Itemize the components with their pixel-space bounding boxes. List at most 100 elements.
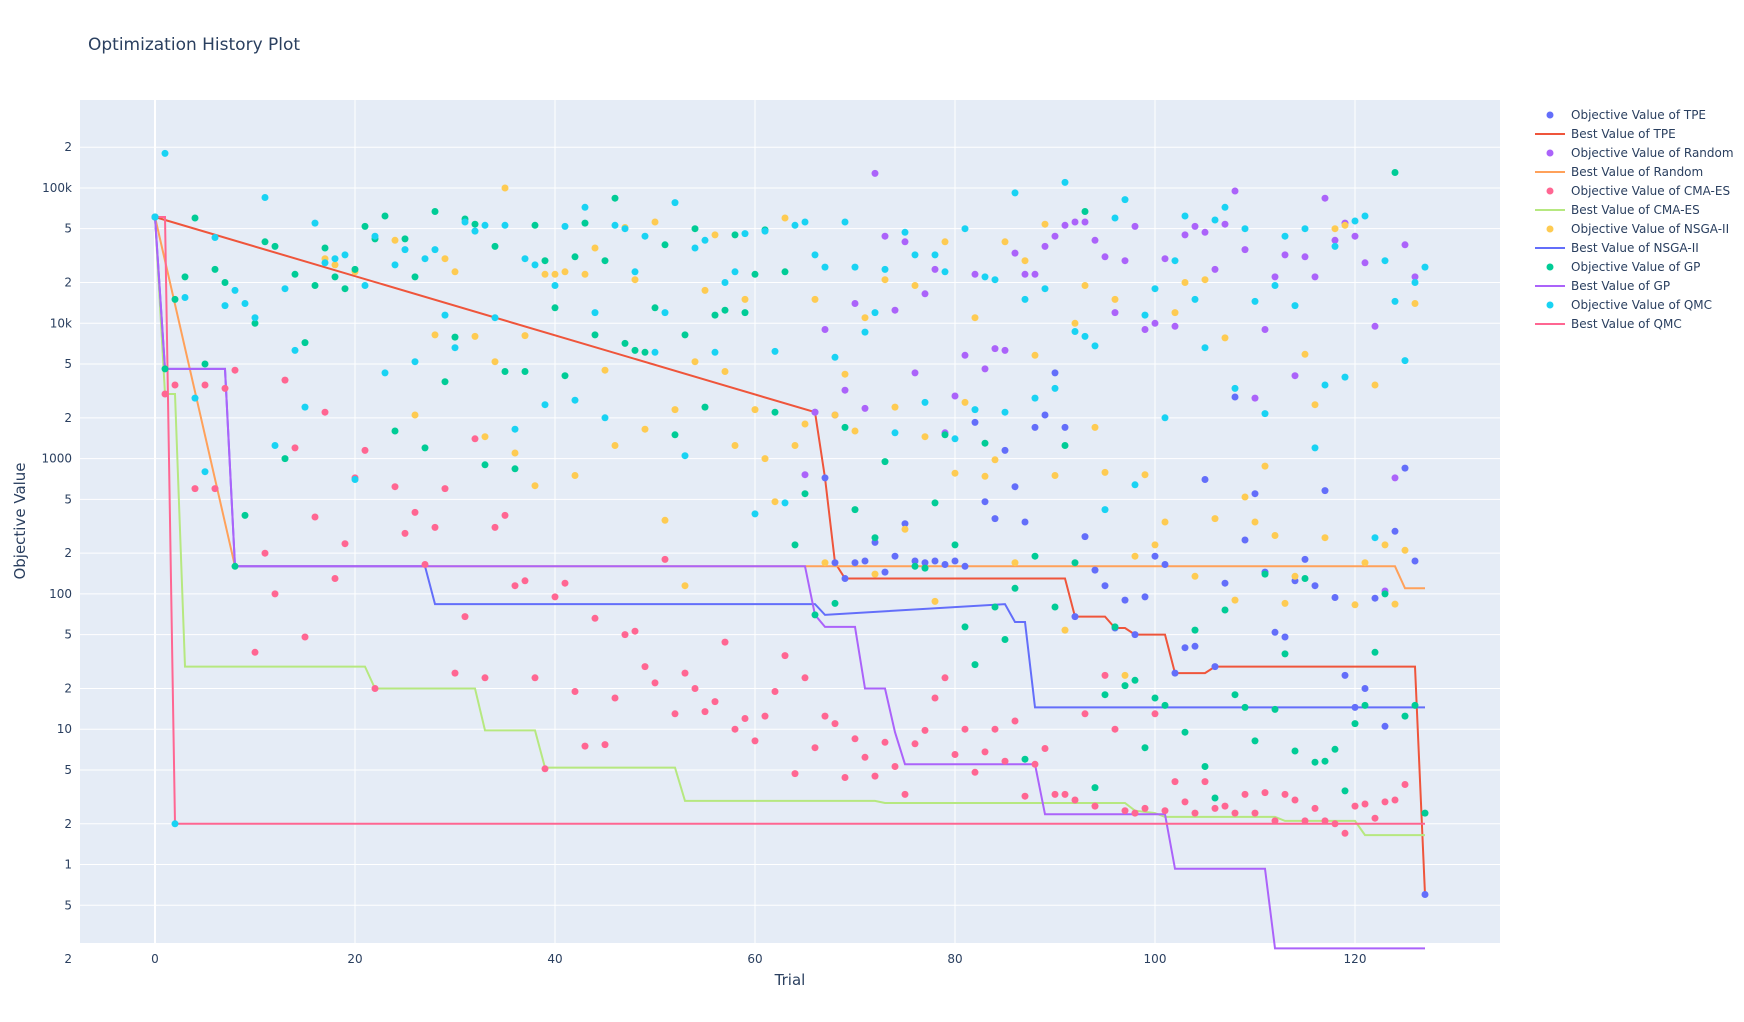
objective-point: [671, 710, 679, 718]
objective-point: [1281, 633, 1289, 641]
objective-point: [291, 444, 299, 452]
objective-point: [951, 751, 959, 758]
objective-point: [1171, 669, 1179, 677]
legend-marker-icon: [1546, 149, 1554, 157]
objective-point: [981, 439, 989, 447]
objective-point: [1261, 462, 1269, 470]
objective-point: [891, 306, 899, 314]
objective-point: [1061, 221, 1069, 229]
objective-point: [991, 276, 999, 284]
objective-point: [991, 725, 999, 733]
objective-point: [1321, 817, 1329, 825]
objective-point: [391, 236, 399, 244]
objective-point: [851, 263, 859, 271]
objective-point: [801, 674, 809, 682]
legend-marker-icon: [1546, 111, 1554, 119]
objective-point: [721, 368, 729, 375]
objective-point: [181, 273, 189, 281]
objective-point: [871, 772, 879, 780]
legend-item[interactable]: Objective Value of TPE: [1546, 108, 1707, 122]
objective-point: [881, 458, 889, 466]
objective-point: [1081, 218, 1089, 226]
legend-item[interactable]: Best Value of QMC: [1535, 317, 1682, 331]
y-axis-ticks: 2 5 1 2 5 10 2 5 100 2 5 1000 2 5 10k 2 5 100k 2: [41, 140, 72, 966]
legend-item[interactable]: Objective Value of GP: [1546, 260, 1701, 274]
objective-point: [1011, 559, 1019, 567]
y-tick-label: 2: [64, 546, 72, 560]
objective-point: [231, 286, 239, 294]
legend-item[interactable]: Best Value of GP: [1535, 279, 1670, 293]
objective-point: [191, 214, 199, 222]
objective-point: [1041, 242, 1049, 250]
objective-point: [451, 333, 459, 341]
objective-point: [1281, 251, 1289, 259]
objective-point: [1291, 747, 1299, 755]
objective-point: [261, 194, 269, 201]
objective-point: [811, 611, 819, 619]
objective-point: [541, 270, 549, 278]
objective-point: [651, 348, 659, 356]
objective-point: [501, 511, 509, 519]
objective-point: [1351, 232, 1359, 240]
legend-item[interactable]: Best Value of NSGA-II: [1535, 241, 1699, 255]
objective-point: [1111, 725, 1119, 733]
legend-item[interactable]: Objective Value of QMC: [1546, 298, 1713, 312]
objective-point: [241, 511, 249, 519]
objective-point: [331, 255, 339, 263]
objective-point: [341, 285, 349, 293]
objective-point: [771, 347, 779, 355]
objective-point: [1241, 225, 1249, 233]
objective-point: [1111, 214, 1119, 222]
objective-point: [1141, 593, 1149, 601]
legend-item[interactable]: Objective Value of Random: [1546, 146, 1734, 160]
objective-point: [771, 408, 779, 416]
objective-point: [411, 358, 419, 366]
objective-point: [1281, 599, 1289, 607]
objective-point: [1361, 800, 1369, 808]
objective-point: [1361, 685, 1369, 692]
objective-point: [671, 406, 679, 414]
objective-point: [901, 525, 909, 533]
objective-point: [1181, 644, 1189, 652]
objective-point: [811, 251, 819, 259]
objective-point: [281, 455, 289, 463]
legend-item[interactable]: Best Value of Random: [1535, 165, 1703, 179]
objective-point: [1031, 423, 1039, 431]
legend-item[interactable]: Objective Value of CMA-ES: [1546, 184, 1731, 198]
legend[interactable]: Objective Value of TPE Best Value of TPE O…: [1535, 108, 1734, 331]
objective-point: [1301, 253, 1309, 261]
objective-point: [861, 753, 869, 761]
objective-point: [541, 257, 549, 265]
objective-value-markers: [151, 149, 1429, 898]
objective-point: [1031, 552, 1039, 560]
objective-point: [1011, 584, 1019, 592]
legend-item[interactable]: Best Value of CMA-ES: [1535, 203, 1700, 217]
objective-point: [961, 225, 969, 233]
objective-point: [1371, 381, 1379, 389]
objective-point: [861, 328, 869, 336]
x-tick-label: 20: [347, 952, 362, 966]
objective-point: [601, 414, 609, 422]
objective-point: [801, 218, 809, 226]
legend-item[interactable]: Best Value of TPE: [1535, 127, 1676, 141]
objective-point: [1421, 891, 1429, 898]
objective-point: [751, 737, 759, 745]
objective-point: [1051, 790, 1059, 798]
objective-point: [661, 241, 669, 249]
objective-point: [841, 575, 849, 582]
objective-point: [931, 597, 939, 605]
objective-point: [151, 213, 159, 221]
objective-point: [1141, 471, 1149, 479]
objective-point: [1201, 763, 1209, 770]
objective-point: [531, 261, 539, 269]
legend-item[interactable]: Objective Value of NSGA-II: [1546, 222, 1730, 236]
objective-point: [1191, 572, 1199, 580]
legend-label: Best Value of QMC: [1571, 317, 1682, 331]
objective-point: [791, 221, 799, 229]
objective-point: [1131, 481, 1139, 489]
objective-point: [1071, 218, 1079, 226]
objective-point: [781, 214, 789, 222]
objective-point: [1391, 297, 1399, 305]
objective-point: [1181, 798, 1189, 806]
objective-point: [971, 406, 979, 414]
